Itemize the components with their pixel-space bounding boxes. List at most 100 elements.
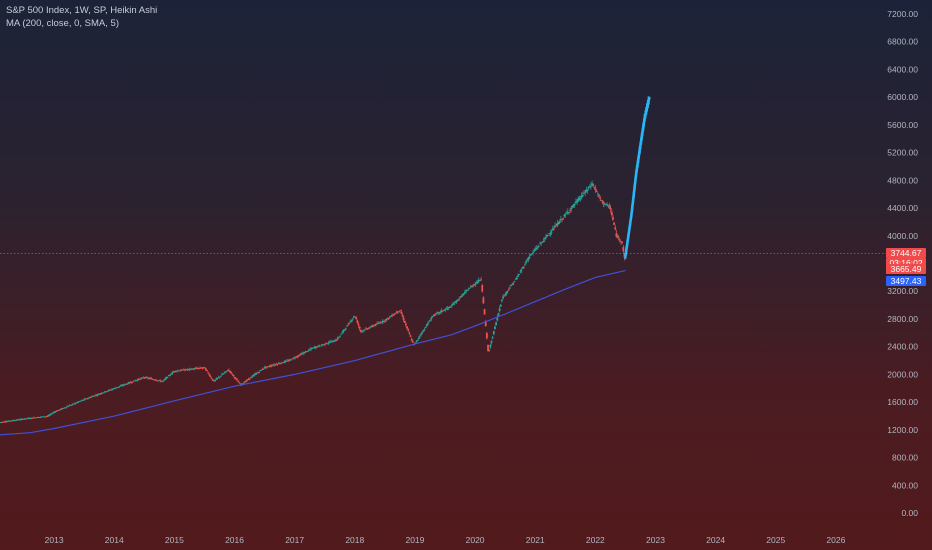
candle-body [38,417,41,418]
candle-body [288,360,291,361]
candle-body [596,193,599,195]
candle-body [459,296,462,298]
candle-body [253,374,256,376]
candle-body [295,356,297,358]
candle-body [65,407,67,409]
candle-body [384,320,387,322]
candle-body [379,322,382,324]
candle-body [467,289,470,291]
candle-body [300,353,303,355]
candle-body [595,190,598,192]
candle-body [170,374,173,375]
candle-body [82,399,85,401]
candle-body [322,344,325,345]
candle-body [497,313,500,316]
candle-body [52,412,55,414]
candle-body [34,417,37,419]
candle-body [622,247,625,252]
candle-body [481,285,484,292]
projection-candle [638,151,641,159]
candle-body [176,370,178,372]
candle-body [550,231,553,233]
candle-body [247,379,250,380]
candle-body [297,355,300,357]
candle-body [415,341,418,343]
projection-candle [631,204,634,212]
candle-body [9,420,12,422]
candle-body [613,222,615,225]
candle-body [616,236,619,238]
candle-body [484,320,487,327]
candle-body [85,398,88,400]
candle-body [137,379,140,380]
candle-body [207,372,210,374]
candle-body [319,345,322,347]
candle-body [39,416,42,418]
candle-body [476,281,479,283]
candle-body [21,418,23,420]
candle-body [63,407,66,409]
candle-body [12,420,15,422]
candle-body [235,378,237,380]
y-tick-label: 2400.00 [887,342,918,352]
candle-body [291,358,294,360]
candle-body [299,354,302,356]
candle-body [97,393,100,395]
candle-body [167,375,170,377]
candle-body [75,402,78,404]
candle-body [209,376,212,377]
candle-body [44,416,47,418]
candle-body [349,321,352,323]
candle-body [558,221,561,223]
candle-body [519,271,522,273]
candle-body [100,393,103,394]
candle-body [332,340,334,342]
candle-body [250,377,252,378]
candle-body [174,370,177,372]
candle-body [89,397,92,399]
candle-body [290,359,293,361]
candle-body [248,378,251,380]
candle-body [310,348,312,350]
candle-body [601,201,604,203]
candle-body [473,284,476,286]
candle-body [276,363,279,365]
candle-body [576,200,578,203]
candle-body [69,405,72,407]
candle-body [77,401,80,403]
candle-body [346,325,348,327]
candle-body [15,420,18,421]
candle-body [455,300,458,302]
candle-body [411,341,414,343]
candle-body [251,376,254,378]
candle-body [364,329,367,330]
symbol-title[interactable]: S&P 500 Index, 1W, SP, Heikin Ashi [6,5,158,16]
candle-body [573,204,576,206]
candle-body [378,322,381,324]
candle-body [393,314,396,315]
candle-body [31,418,34,419]
candle-body [417,337,420,339]
candle-body [219,375,222,377]
indicator-label[interactable]: MA (200, close, 0, SMA, 5) [6,18,119,29]
candle-body [377,323,380,324]
candle-body [359,329,362,332]
candle-body [407,329,410,331]
candle-body [501,299,503,302]
candle-body [446,307,449,309]
candle-body [454,301,457,303]
x-tick-label: 2022 [586,535,605,545]
candle-body [598,194,600,197]
candle-body [318,345,321,347]
candle-body [185,369,188,370]
candle-body [133,380,136,382]
candle-body [491,336,494,339]
candle-body [342,330,345,332]
candle-body [6,421,8,423]
candle-body [535,247,538,249]
candle-body [122,384,125,386]
candle-body [339,335,341,337]
candle-body [96,395,99,396]
